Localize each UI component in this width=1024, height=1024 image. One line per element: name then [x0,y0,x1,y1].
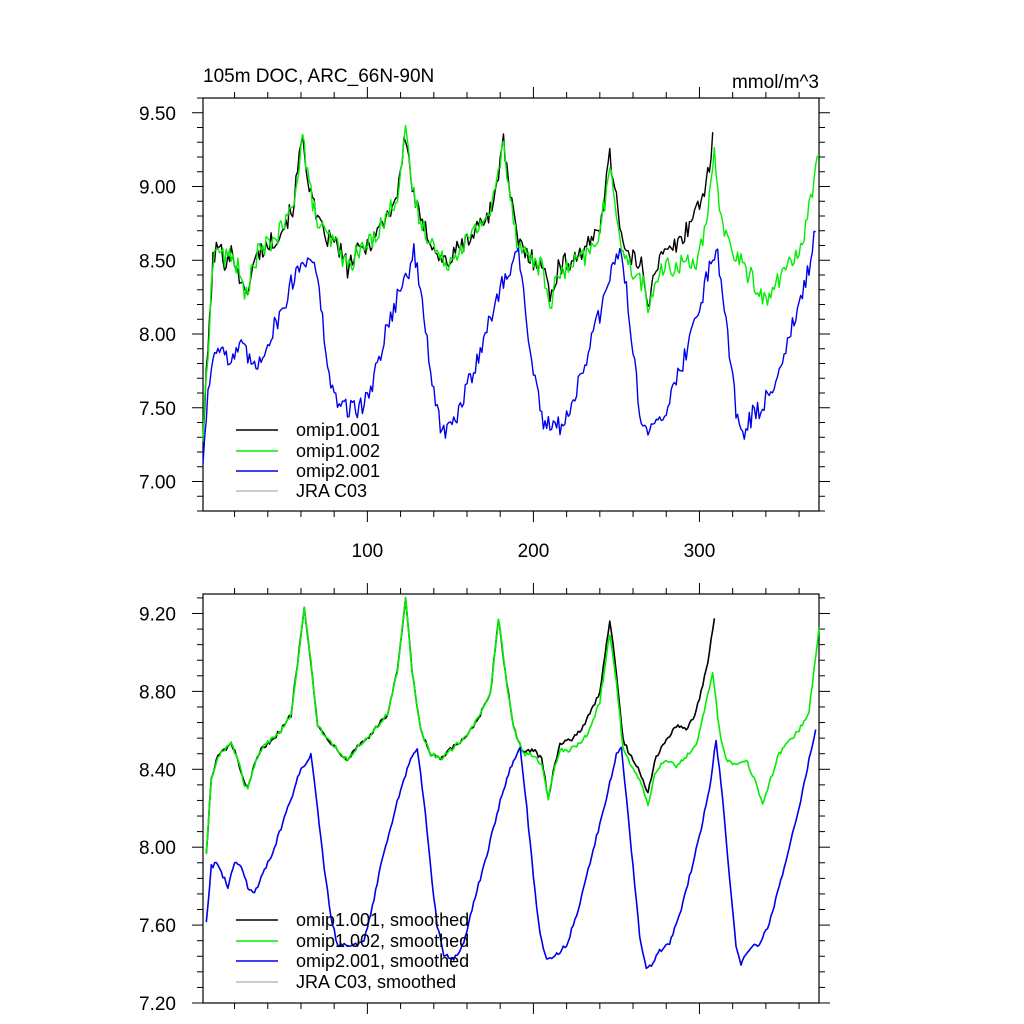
y-tick-label: 7.50 [139,399,176,420]
legend-label: omip1.002 [296,441,380,461]
y-tick-label: 9.50 [139,104,176,125]
y-tick-label: 7.60 [139,916,176,937]
top-panel-title: 105m DOC, ARC_66N-90N [203,66,434,87]
bottom-legend: omip1.001, smoothed omip1.002, smoothed … [236,910,469,992]
x-tick-label: 100 [352,541,384,562]
legend-label: omip1.001, smoothed [296,910,469,930]
top-axes: 7.00 7.50 8.00 8.50 9.00 9.50 100 200 300 [139,87,830,562]
x-tick-label: 200 [518,541,550,562]
y-tick-label: 8.00 [139,838,176,859]
y-tick-label: 8.80 [139,682,176,703]
y-tick-label: 8.00 [139,325,176,346]
legend-label: omip1.001 [296,420,380,440]
bottom-series-group [205,596,820,970]
series-line [202,132,714,442]
top-panel: 105m DOC, ARC_66N-90N mmol/m^3 7.00 7.50 8… [139,66,830,562]
y-tick-label: 8.50 [139,251,176,272]
legend-label: JRA C03, smoothed [296,972,456,992]
top-panel-units: mmol/m^3 [732,72,819,93]
top-series-group [202,124,820,464]
bottom-plot-frame [202,593,820,1004]
legend-label: omip2.001 [296,461,380,481]
series-line [202,124,820,442]
x-tick-label: 300 [684,541,716,562]
y-tick-label: 8.40 [139,760,176,781]
series-line [202,230,816,464]
series-line [205,596,820,855]
bottom-axes: 7.20 7.60 8.00 8.40 8.80 9.20 [139,583,830,1015]
legend-label: omip1.002, smoothed [296,931,469,951]
series-line [205,729,817,970]
y-tick-label: 9.20 [139,604,176,625]
legend-label: omip2.001, smoothed [296,951,469,971]
legend-label: JRA C03 [296,481,367,501]
top-legend: omip1.001 omip1.002 omip2.001 JRA C03 [236,420,380,501]
y-tick-label: 9.00 [139,178,176,199]
y-tick-label: 7.00 [139,473,176,494]
y-tick-label: 7.20 [139,994,176,1015]
bottom-panel: 7.20 7.60 8.00 8.40 8.80 9.20 omip1.001, smoo… [139,583,830,1015]
